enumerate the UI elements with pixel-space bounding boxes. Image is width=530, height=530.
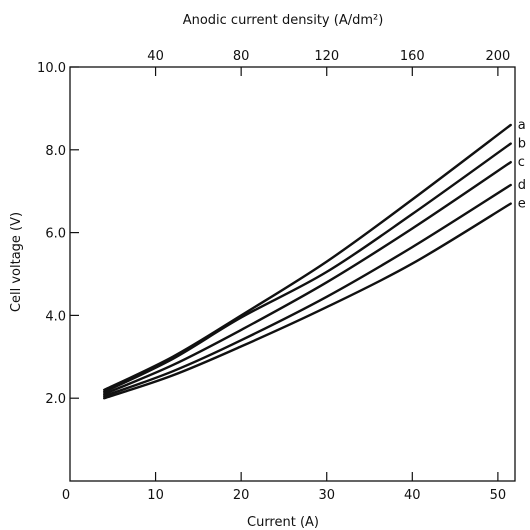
curve-label-b: b xyxy=(518,137,526,152)
x-tick-label: 50 xyxy=(490,488,507,503)
axis-ticks xyxy=(70,66,499,481)
y-tick-label: 10.0 xyxy=(37,61,66,76)
x-tick-label: 30 xyxy=(318,488,335,503)
x-axis-title: Current (A) xyxy=(247,515,319,530)
top-axis-title: Anodic current density (A/dm²) xyxy=(183,13,384,28)
top-x-tick-label: 120 xyxy=(314,49,339,64)
x-tick-label: 40 xyxy=(404,488,421,503)
curve-d xyxy=(103,183,512,398)
axis-tick-labels: 10 20 30 40 50 40 80 120 160 200 2.0 4.0 6.0 8.0 10.0 xyxy=(37,49,510,503)
curve-e xyxy=(103,202,512,400)
curve-label-a: a xyxy=(518,118,526,133)
curve-a xyxy=(103,123,512,392)
top-x-tick-label: 40 xyxy=(147,49,164,64)
top-x-tick-label: 200 xyxy=(485,49,510,64)
x-tick-label: 20 xyxy=(233,488,250,503)
data-curves xyxy=(103,123,512,400)
plot-border xyxy=(69,66,516,482)
plot-frame xyxy=(69,66,516,482)
curve-label-c: c xyxy=(518,155,525,170)
y-tick-label: 8.0 xyxy=(45,144,66,159)
y-tick-label: 2.0 xyxy=(45,392,66,407)
y-tick-label: 6.0 xyxy=(45,227,66,242)
y-tick-label: 4.0 xyxy=(45,309,66,324)
curve-label-d: d xyxy=(518,178,526,193)
origin-label: 0 xyxy=(62,488,70,503)
x-tick-label: 10 xyxy=(147,488,164,503)
curve-c xyxy=(103,161,512,396)
curve-label-e: e xyxy=(518,197,526,212)
y-axis-title: Cell voltage (V) xyxy=(9,212,24,312)
top-x-tick-label: 80 xyxy=(233,49,250,64)
top-x-tick-label: 160 xyxy=(400,49,425,64)
curve-b xyxy=(103,142,512,394)
